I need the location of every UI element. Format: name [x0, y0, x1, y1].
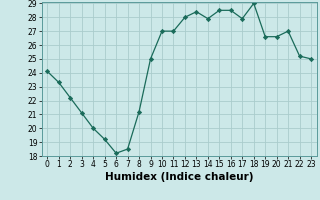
X-axis label: Humidex (Indice chaleur): Humidex (Indice chaleur): [105, 172, 253, 182]
